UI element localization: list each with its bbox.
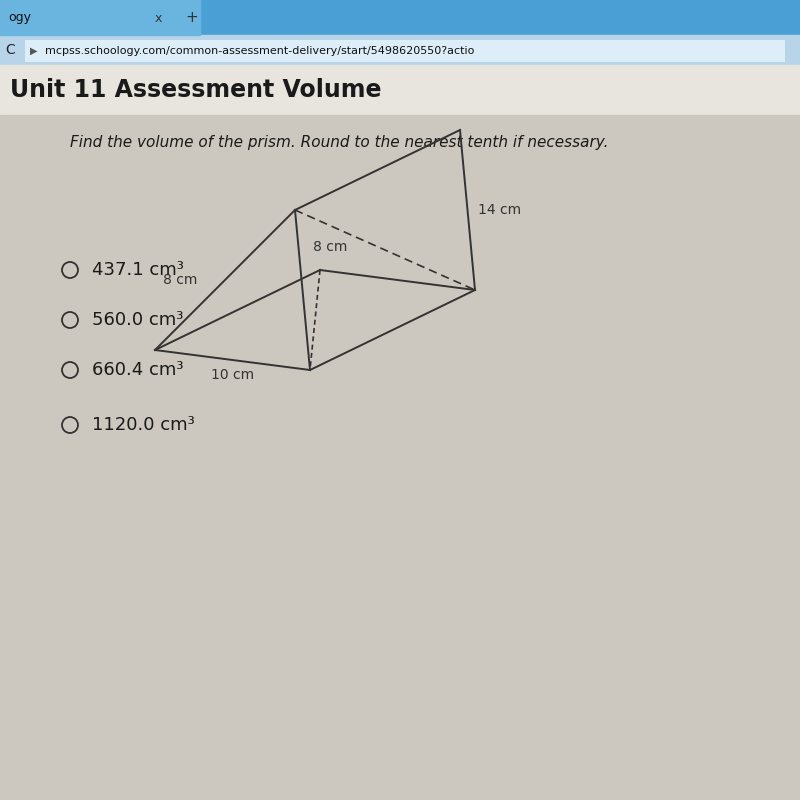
Text: 560.0 cm³: 560.0 cm³: [92, 311, 183, 329]
Text: Find the volume of the prism. Round to the nearest tenth if necessary.: Find the volume of the prism. Round to t…: [70, 134, 609, 150]
Text: ogy: ogy: [8, 11, 31, 25]
Bar: [0, 35, 800, 65]
Text: mcpss.schoology.com/common-assessment-delivery/start/5498620550?actio: mcpss.schoology.com/common-assessment-de…: [45, 46, 474, 56]
Text: C: C: [5, 43, 14, 57]
Text: 437.1 cm³: 437.1 cm³: [92, 261, 184, 279]
Text: 8 cm: 8 cm: [313, 240, 347, 254]
Text: 14 cm: 14 cm: [478, 203, 521, 217]
Text: +: +: [185, 10, 198, 26]
Bar: [0, 65, 800, 115]
Text: x: x: [155, 11, 162, 25]
Bar: [0, 0, 200, 35]
Text: 1120.0 cm³: 1120.0 cm³: [92, 416, 194, 434]
Bar: [0, 0, 800, 35]
Bar: [25, 40, 785, 62]
Text: 8 cm: 8 cm: [162, 273, 197, 287]
Text: 10 cm: 10 cm: [211, 368, 254, 382]
Text: 660.4 cm³: 660.4 cm³: [92, 361, 183, 379]
Text: Unit 11 Assessment Volume: Unit 11 Assessment Volume: [10, 78, 382, 102]
Bar: [0, 115, 800, 800]
Text: ▶: ▶: [30, 46, 38, 56]
